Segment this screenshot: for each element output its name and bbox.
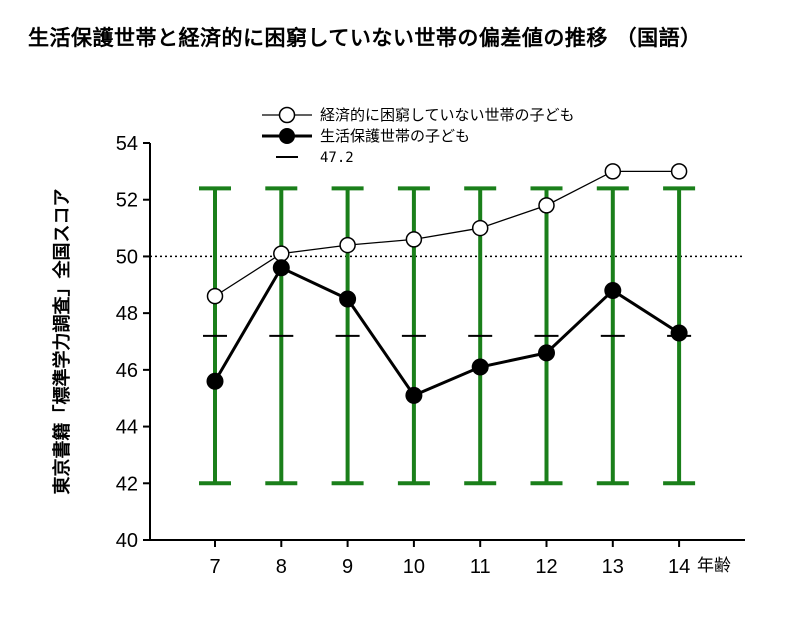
data-point-filled xyxy=(471,358,489,376)
x-tick-label: 12 xyxy=(535,556,557,578)
y-tick-label: 48 xyxy=(116,303,138,325)
legend-marker-filled xyxy=(279,128,295,144)
data-point-open xyxy=(538,197,555,214)
data-point-filled xyxy=(538,344,555,362)
data-point-filled xyxy=(206,372,224,390)
legend-label: 47.2 xyxy=(320,150,354,166)
data-point-open xyxy=(206,287,224,305)
y-tick-label: 46 xyxy=(116,360,138,382)
y-tick-label: 54 xyxy=(116,133,138,155)
series-line xyxy=(214,170,680,297)
x-tick-label: 7 xyxy=(209,556,220,578)
x-tick-label: 13 xyxy=(602,556,624,578)
data-point-filled xyxy=(272,259,290,277)
data-point-open xyxy=(273,245,290,262)
data-point-filled xyxy=(405,386,423,404)
data-point-open xyxy=(604,163,622,180)
data-point-filled xyxy=(604,281,622,299)
x-tick-label: 14 xyxy=(668,556,690,578)
y-tick-label: 42 xyxy=(116,473,138,495)
data-point-filled xyxy=(670,324,688,342)
x-tick-label: 9 xyxy=(342,556,353,578)
x-tick-label: 8 xyxy=(276,556,287,578)
y-tick-label: 44 xyxy=(116,417,138,439)
legend-label: 経済的に困窮していない世帯の子ども xyxy=(320,106,575,124)
legend-label: 生活保護世帯の子ども xyxy=(320,127,470,145)
data-point-open xyxy=(339,236,356,254)
data-point-open xyxy=(405,231,423,248)
data-point-open xyxy=(670,163,688,180)
y-tick-label: 40 xyxy=(116,530,138,552)
data-point-open xyxy=(471,219,489,237)
x-tick-label: 11 xyxy=(470,556,491,578)
x-axis-unit: 年齢 xyxy=(697,556,731,576)
x-tick-label: 10 xyxy=(403,556,425,578)
data-point-filled xyxy=(339,290,357,308)
chart-title: 生活保護世帯と経済的に困窮していない世帯の偏差値の推移 （国語） xyxy=(28,26,702,50)
y-axis-label: 東京書籍「標準学力調査」全国スコア xyxy=(51,189,73,495)
y-tick-label: 52 xyxy=(116,190,138,212)
y-tick-label: 50 xyxy=(116,246,138,268)
series-line xyxy=(213,265,680,398)
legend-marker-open xyxy=(278,106,296,124)
